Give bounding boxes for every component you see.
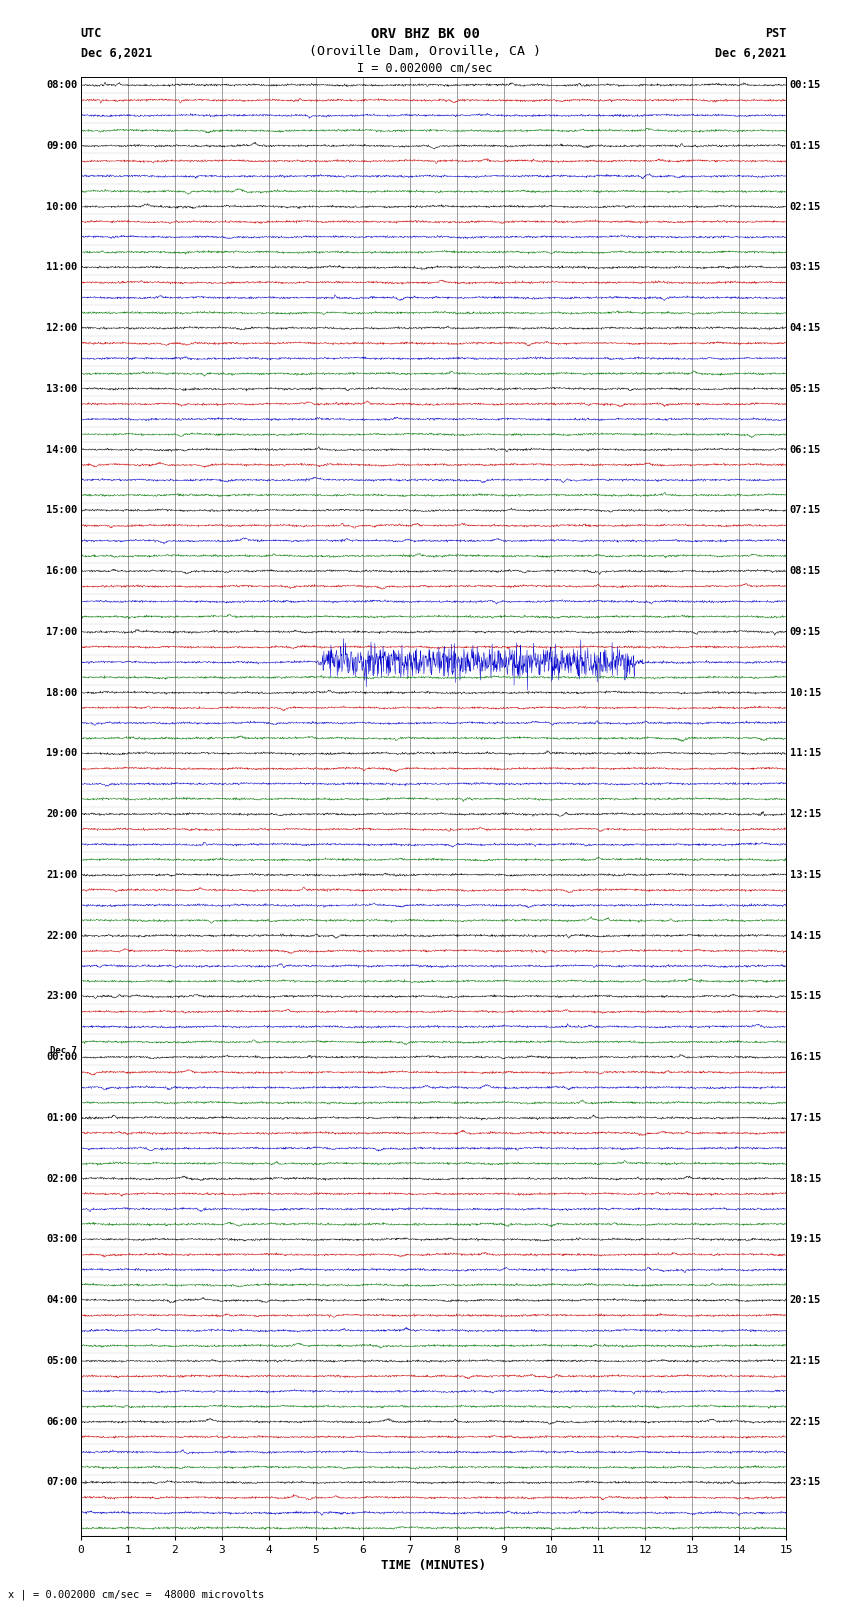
- Text: 05:15: 05:15: [790, 384, 821, 394]
- Text: 17:15: 17:15: [790, 1113, 821, 1123]
- Text: 20:00: 20:00: [46, 810, 77, 819]
- Text: 09:15: 09:15: [790, 627, 821, 637]
- Text: (Oroville Dam, Oroville, CA ): (Oroville Dam, Oroville, CA ): [309, 45, 541, 58]
- Text: x | = 0.002000 cm/sec =  48000 microvolts: x | = 0.002000 cm/sec = 48000 microvolts: [8, 1589, 264, 1600]
- Text: 08:15: 08:15: [790, 566, 821, 576]
- Text: 09:00: 09:00: [46, 140, 77, 150]
- Text: Dec 7: Dec 7: [50, 1047, 77, 1055]
- Text: 13:00: 13:00: [46, 384, 77, 394]
- Text: 15:15: 15:15: [790, 992, 821, 1002]
- Text: 17:00: 17:00: [46, 627, 77, 637]
- Text: ORV BHZ BK 00: ORV BHZ BK 00: [371, 27, 479, 40]
- Text: 12:15: 12:15: [790, 810, 821, 819]
- Text: UTC: UTC: [81, 27, 102, 40]
- Text: 08:00: 08:00: [46, 81, 77, 90]
- Text: 15:00: 15:00: [46, 505, 77, 515]
- Text: Dec 6,2021: Dec 6,2021: [81, 47, 152, 60]
- Text: 06:15: 06:15: [790, 445, 821, 455]
- Text: 14:00: 14:00: [46, 445, 77, 455]
- Text: 00:15: 00:15: [790, 81, 821, 90]
- Text: 22:15: 22:15: [790, 1416, 821, 1426]
- Text: I = 0.002000 cm/sec: I = 0.002000 cm/sec: [357, 61, 493, 74]
- Text: 20:15: 20:15: [790, 1295, 821, 1305]
- Text: PST: PST: [765, 27, 786, 40]
- Text: 16:00: 16:00: [46, 566, 77, 576]
- Text: 23:00: 23:00: [46, 992, 77, 1002]
- Text: 18:15: 18:15: [790, 1174, 821, 1184]
- Text: 19:15: 19:15: [790, 1234, 821, 1244]
- Text: 11:15: 11:15: [790, 748, 821, 758]
- Text: 21:15: 21:15: [790, 1357, 821, 1366]
- Text: 19:00: 19:00: [46, 748, 77, 758]
- Text: 04:15: 04:15: [790, 323, 821, 332]
- Text: 23:15: 23:15: [790, 1478, 821, 1487]
- Text: 14:15: 14:15: [790, 931, 821, 940]
- Text: 03:15: 03:15: [790, 263, 821, 273]
- Text: 02:00: 02:00: [46, 1174, 77, 1184]
- Text: 04:00: 04:00: [46, 1295, 77, 1305]
- Text: 07:15: 07:15: [790, 505, 821, 515]
- Text: 01:00: 01:00: [46, 1113, 77, 1123]
- Text: 22:00: 22:00: [46, 931, 77, 940]
- Text: 01:15: 01:15: [790, 140, 821, 150]
- Text: 11:00: 11:00: [46, 263, 77, 273]
- Text: 06:00: 06:00: [46, 1416, 77, 1426]
- Text: 10:00: 10:00: [46, 202, 77, 211]
- Text: 02:15: 02:15: [790, 202, 821, 211]
- Text: 07:00: 07:00: [46, 1478, 77, 1487]
- Text: 03:00: 03:00: [46, 1234, 77, 1244]
- Text: Dec 6,2021: Dec 6,2021: [715, 47, 786, 60]
- Text: 21:00: 21:00: [46, 869, 77, 879]
- Text: 00:00: 00:00: [46, 1052, 77, 1061]
- Text: 13:15: 13:15: [790, 869, 821, 879]
- Text: 12:00: 12:00: [46, 323, 77, 332]
- Text: 18:00: 18:00: [46, 687, 77, 697]
- X-axis label: TIME (MINUTES): TIME (MINUTES): [381, 1558, 486, 1571]
- Text: 05:00: 05:00: [46, 1357, 77, 1366]
- Text: 16:15: 16:15: [790, 1052, 821, 1061]
- Text: 10:15: 10:15: [790, 687, 821, 697]
